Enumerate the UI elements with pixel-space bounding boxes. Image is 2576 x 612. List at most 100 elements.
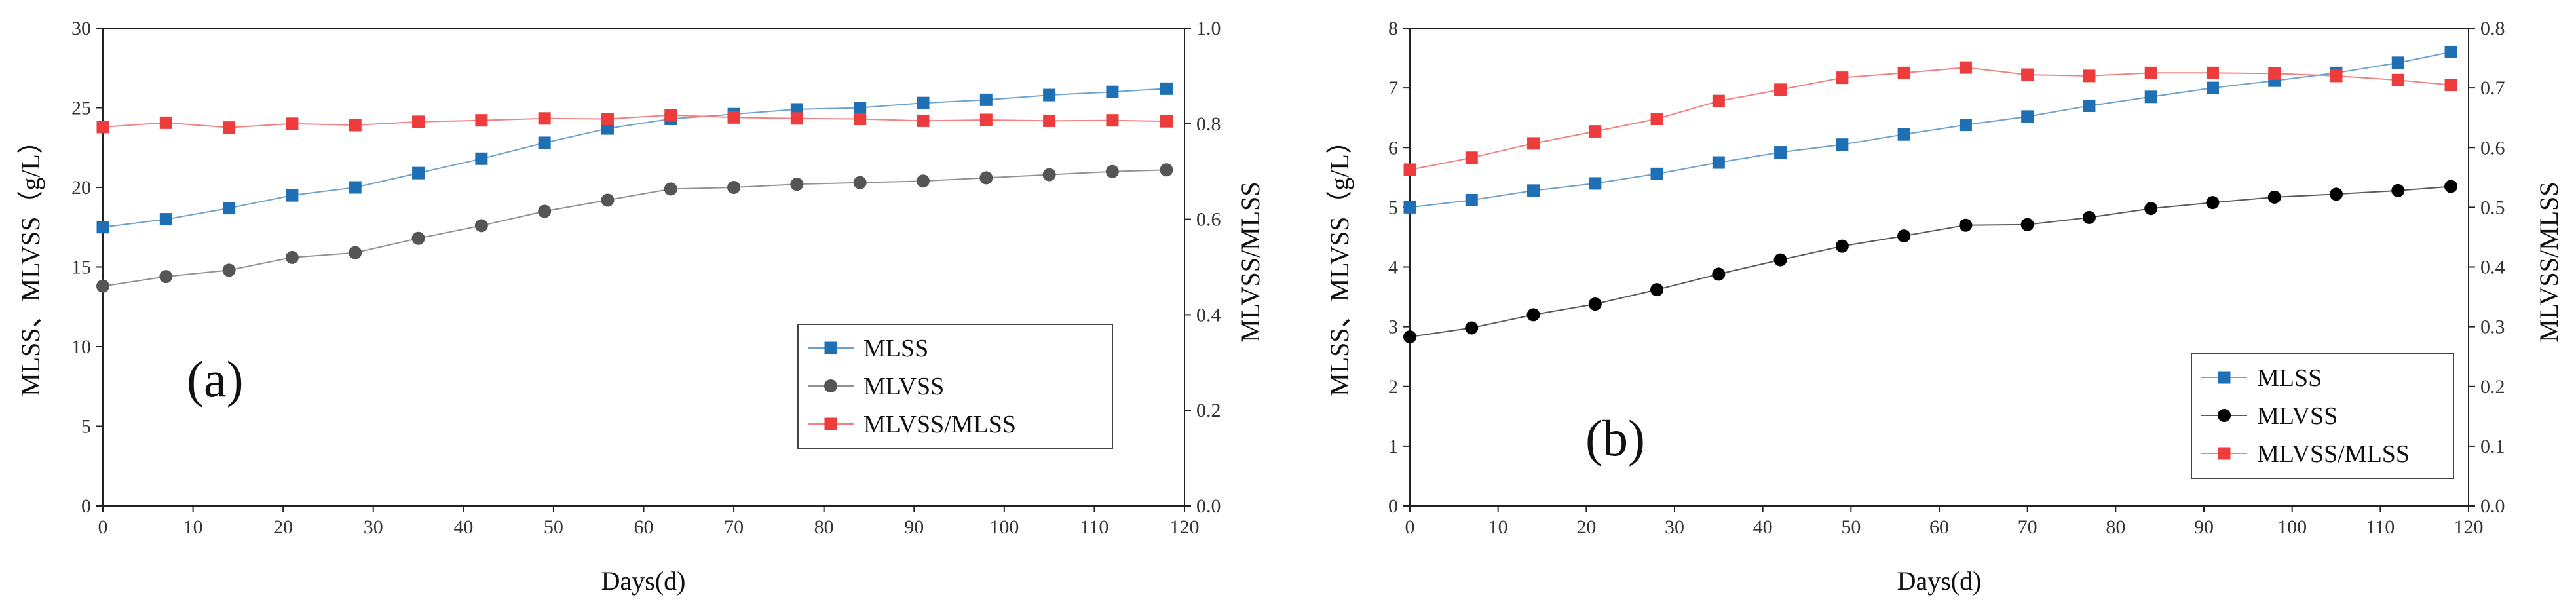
y2-tick-label: 0.0 [1196, 495, 1221, 517]
x-tick-label: 0 [98, 516, 108, 538]
y2-tick-label: 0.4 [2480, 257, 2505, 278]
chart-panel-b: (b) Days(d) MLSS、MLVSS（g/L） MLVSS/MLSS [1325, 128, 2564, 596]
legend-label: MLVSS [2257, 402, 2338, 430]
data-point [2021, 68, 2034, 81]
x-tick-label: 50 [1841, 516, 1861, 538]
data-point [1589, 177, 1602, 190]
y-tick-label: 0 [81, 495, 91, 517]
chart-panel-a: (a) Days(d) MLSS、MLVSS（g/L） MLVSS/MLSS [16, 128, 1265, 596]
legend-label: MLSS [2257, 364, 2322, 392]
data-point [159, 213, 172, 226]
data-point [412, 115, 425, 128]
data-point [2330, 187, 2343, 201]
data-point [2206, 66, 2219, 79]
data-point [223, 202, 236, 215]
data-point [1403, 201, 1416, 214]
y-tick-label: 3 [1388, 316, 1398, 338]
data-point [1042, 168, 1056, 182]
data-point [1403, 163, 1416, 176]
data-point [664, 182, 677, 196]
legend-a: MLSS MLVSS MLVSS/MLSS [797, 324, 1113, 449]
legend-item: MLVSS/MLSS [808, 411, 1016, 438]
data-point [1106, 114, 1119, 127]
y2-tick-label: 0.1 [2480, 436, 2505, 457]
data-point [2391, 56, 2404, 69]
data-point [1527, 184, 1540, 197]
legend-marker [824, 341, 837, 354]
y-axis-title-a: MLSS、MLVSS（g/L） [16, 128, 45, 396]
data-point [917, 114, 930, 127]
y2-tick-label: 0.2 [2480, 376, 2505, 398]
data-point [854, 102, 867, 114]
data-point [96, 121, 109, 134]
data-point [2444, 180, 2458, 193]
legend-marker [2218, 409, 2231, 422]
legend-item: MLSS [2201, 364, 2322, 392]
legend-label: MLSS [863, 335, 928, 362]
x-tick-label: 80 [2106, 516, 2125, 538]
x-tick-label: 40 [1753, 516, 1773, 538]
data-point [1160, 82, 1173, 95]
x-tick-label: 40 [453, 516, 473, 538]
y-tick-label: 6 [1388, 137, 1398, 159]
data-point [96, 221, 109, 234]
y2-tick-label: 0.2 [1196, 400, 1221, 421]
data-point [1836, 71, 1849, 85]
x-tick-label: 100 [989, 516, 1019, 538]
data-point [727, 181, 741, 194]
data-point [979, 171, 993, 185]
y-tick-label: 15 [71, 257, 91, 278]
data-point [601, 122, 614, 135]
x-tick-label: 10 [1488, 516, 1508, 538]
data-point [1836, 138, 1849, 151]
series-line [102, 169, 1167, 287]
data-point [1774, 146, 1787, 159]
data-point [1897, 66, 1910, 79]
y-tick-label: 30 [71, 18, 91, 39]
data-point [1465, 151, 1478, 164]
y-tick-label: 5 [1388, 197, 1398, 218]
data-point [979, 113, 993, 126]
data-point [2206, 196, 2220, 210]
data-point [1527, 137, 1540, 150]
x-tick-label: 110 [1080, 516, 1108, 538]
data-point [1465, 193, 1478, 206]
panel-label-b: (b) [1585, 410, 1645, 467]
data-point [1774, 83, 1787, 96]
x-tick-label: 70 [2018, 516, 2037, 538]
data-point [349, 181, 362, 194]
data-point [412, 166, 425, 180]
y2-tick-label: 0.3 [2480, 316, 2505, 338]
y2-tick-label: 0.6 [2480, 137, 2505, 159]
legend-label: MLVSS/MLSS [2257, 440, 2410, 468]
y2-tick-label: 0.8 [2480, 18, 2505, 39]
plot-area-b: 0 10 20 30 40 50 60 70 80 90 100 110 120 0 1 2 3 4 5 6 7 8 0.0… [1388, 18, 2505, 538]
data-point [727, 111, 740, 124]
data-point [2268, 67, 2281, 80]
data-point [1959, 218, 1973, 232]
y-tick-label: 1 [1388, 436, 1398, 457]
data-point [1650, 167, 1663, 180]
y-tick-label: 0 [1388, 495, 1398, 517]
legend-label: MLVSS/MLSS [863, 411, 1016, 438]
x-tick-label: 30 [1665, 516, 1684, 538]
x-tick-label: 10 [183, 516, 203, 538]
legend-b: MLSS MLVSS MLVSS/MLSS [2191, 353, 2454, 479]
legend-marker [824, 417, 837, 430]
data-point [2144, 90, 2157, 104]
data-point [2391, 183, 2405, 197]
data-point [285, 250, 299, 264]
data-point [917, 96, 930, 109]
data-point [2391, 73, 2404, 86]
x-tick-label: 120 [2454, 516, 2484, 538]
legend-marker [824, 379, 837, 392]
data-point [917, 174, 930, 188]
y-tick-label: 10 [71, 336, 91, 358]
legend-item: MLVSS [2201, 402, 2338, 430]
data-point [664, 109, 677, 122]
data-point [223, 121, 236, 134]
data-point [1712, 94, 1725, 107]
plot-area-a: 0 10 20 30 40 50 60 70 80 90 100 110 120 0 5 10 15 20 25 30… [71, 18, 1221, 538]
data-point [2021, 110, 2034, 123]
